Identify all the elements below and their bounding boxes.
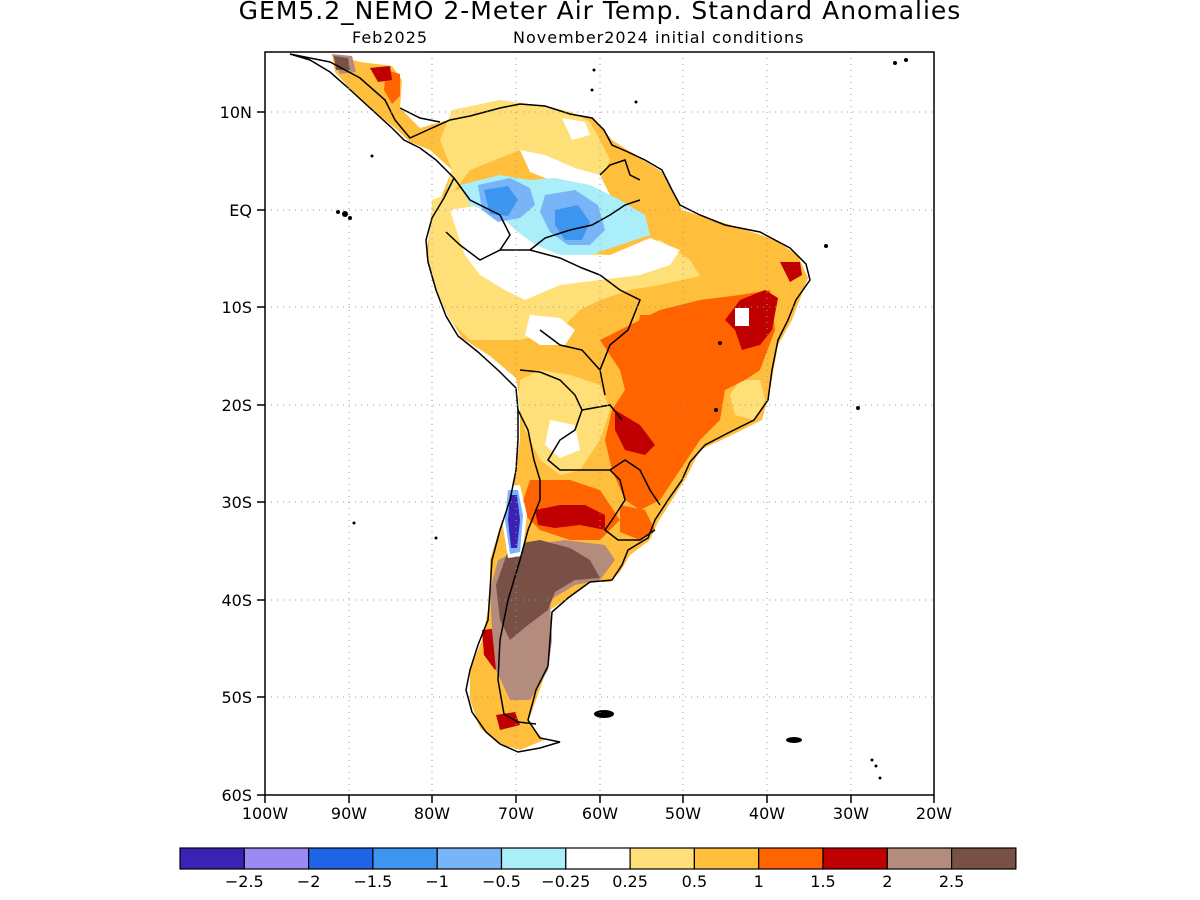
lat-label: 20S	[221, 396, 252, 415]
longitude-labels: 100W 90W 80W 70W 60W 50W 40W 30W 20W	[242, 804, 952, 823]
lon-label: 30W	[833, 804, 869, 823]
lon-label: 40W	[749, 804, 785, 823]
colorbar-label: 0.25	[612, 872, 648, 891]
colorbar-swatch	[308, 847, 374, 870]
colorbar-label: −1.5	[353, 872, 392, 891]
colorbar-label: 2.5	[939, 872, 964, 891]
colorbar-swatch	[565, 847, 631, 870]
forecast-month: Feb2025	[352, 28, 429, 47]
colorbar: −2.5 −2 −1.5 −1 −0.5 −0.25 0.25 0.5 1 1.5 2 2.5	[179, 847, 1017, 891]
lat-label: 40S	[221, 591, 252, 610]
lon-label: 100W	[242, 804, 289, 823]
colorbar-swatch	[179, 847, 245, 870]
colorbar-swatch	[822, 847, 888, 870]
lat-label: 30S	[221, 493, 252, 512]
colorbar-swatch	[372, 847, 438, 870]
colorbar-label: 2	[882, 872, 892, 891]
colorbar-swatch	[436, 847, 503, 870]
colorbar-label: −0.5	[482, 872, 521, 891]
colorbar-label: −1	[425, 872, 449, 891]
colorbar-swatch	[693, 847, 760, 870]
axis-ticks	[257, 111, 935, 803]
lat-label: 50S	[221, 688, 252, 707]
lon-label: 60W	[582, 804, 618, 823]
colorbar-swatch	[758, 847, 824, 870]
islands	[336, 58, 908, 780]
colorbar-swatch	[950, 847, 1017, 870]
anomaly-field	[332, 54, 808, 750]
colorbar-label: −2	[297, 872, 321, 891]
lon-label: 20W	[916, 804, 952, 823]
colorbar-label: 1.5	[810, 872, 835, 891]
lon-label: 80W	[414, 804, 450, 823]
initial-conditions: November2024 initial conditions	[513, 28, 805, 47]
lat-label: 60S	[221, 786, 252, 805]
latitude-labels: 10N EQ 10S 20S 30S 40S 50S 60S	[220, 103, 252, 805]
colorbar-label: −0.25	[541, 872, 590, 891]
colorbar-label: 0.5	[682, 872, 707, 891]
colorbar-swatch	[243, 847, 310, 870]
colorbar-label: −2.5	[225, 872, 264, 891]
colorbar-label: 1	[754, 872, 764, 891]
lon-label: 50W	[665, 804, 701, 823]
lon-label: 90W	[331, 804, 367, 823]
colorbar-swatch	[500, 847, 567, 870]
colorbar-swatch	[629, 847, 695, 870]
map-title: GEM5.2_NEMO 2-Meter Air Temp. Standard A…	[238, 0, 962, 25]
colorbar-swatch	[886, 847, 953, 870]
lat-label: 10N	[220, 103, 252, 122]
lat-label: 10S	[221, 298, 252, 317]
lon-label: 70W	[498, 804, 534, 823]
lat-label: EQ	[229, 201, 252, 220]
